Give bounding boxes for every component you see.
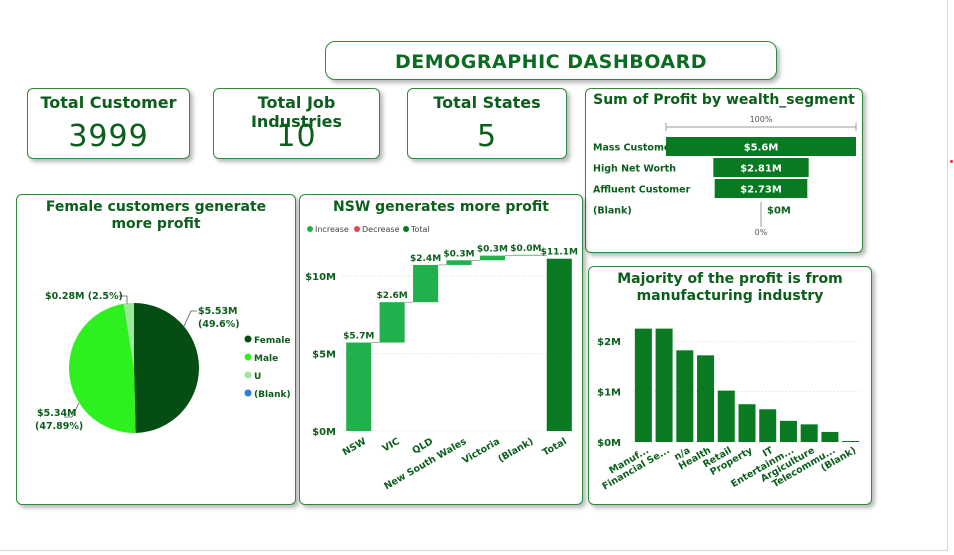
data-label: $2.6M — [377, 291, 408, 301]
y-tick-label: $2M — [597, 337, 621, 348]
legend-marker — [403, 226, 409, 232]
kpi-label: Total Customer — [40, 93, 177, 112]
category-label: Mass Customer — [593, 143, 675, 154]
waterfall-bar — [479, 255, 505, 261]
data-label: (47.89%) — [35, 421, 83, 432]
dashboard-title-card: DEMOGRAPHIC DASHBOARD — [325, 41, 777, 80]
chart-title: Majority of the profit is from manufactu… — [617, 271, 843, 304]
gender-chart-card[interactable]: Female customers generate more profit $5… — [16, 194, 296, 505]
legend-label: Decrease — [362, 225, 400, 234]
industry-chart-card[interactable]: Majority of the profit is from manufactu… — [588, 266, 872, 505]
waterfall-bar — [413, 264, 439, 303]
industry-bar — [634, 328, 652, 442]
x-tick-label: VIC — [381, 436, 402, 454]
x-tick-label: (Blank) — [496, 436, 535, 465]
kpi-card-total-states[interactable]: Total States 5 — [407, 88, 567, 159]
industry-bar — [717, 390, 735, 442]
legend-label: Total — [410, 225, 430, 234]
y-tick-label: $5M — [312, 349, 336, 360]
chart-title: Female customers generate more profit — [45, 199, 267, 232]
data-label: $0.28M (2.5%) — [45, 291, 123, 302]
page-title: DEMOGRAPHIC DASHBOARD — [395, 51, 707, 73]
industry-bar — [842, 440, 860, 442]
wealth-segment-chart: 100% Mass Customer $5.6M High Net Worth $2.8… — [593, 115, 857, 237]
legend-label: (Blank) — [254, 390, 291, 400]
kpi-label: Total States — [433, 93, 541, 112]
industry-bar — [821, 431, 839, 442]
data-label: $5.7M — [343, 332, 374, 342]
y-tick-label: $0M — [597, 438, 621, 449]
waterfall-bar — [546, 258, 572, 431]
waterfall-bar — [379, 302, 405, 343]
indicator-dot — [950, 160, 953, 163]
waterfall-bar — [346, 342, 372, 431]
category-label: High Net Worth — [593, 164, 676, 175]
data-label: $0M — [767, 206, 791, 217]
pie-slice — [134, 303, 199, 433]
legend-label: Female — [254, 336, 291, 346]
y-tick-label: $0M — [312, 427, 336, 438]
data-label: $5.6M — [744, 143, 779, 154]
legend-marker — [244, 335, 252, 343]
data-label: $0.3M — [477, 245, 508, 255]
x-tick-label: Victoria — [460, 436, 501, 466]
data-label: $5.34M — [37, 408, 77, 419]
percent-label-bottom: 0% — [755, 228, 768, 237]
legend-marker — [244, 371, 252, 379]
legend-marker — [354, 226, 360, 232]
category-label: Affluent Customer — [593, 185, 691, 196]
legend-label: Male — [254, 354, 278, 364]
funnel-bar — [713, 158, 809, 177]
kpi-card-total-job-industries[interactable]: Total Job Industries 10 — [213, 88, 380, 159]
y-tick-label: $10M — [305, 272, 336, 283]
leader-line — [64, 402, 80, 418]
data-label: $0.0M — [510, 244, 541, 254]
kpi-value: 5 — [476, 119, 498, 154]
legend-marker — [307, 226, 313, 232]
data-label: $2.81M — [740, 164, 782, 175]
x-tick-label: Total — [541, 436, 569, 459]
pie-slice — [123, 303, 134, 368]
leader-line — [183, 310, 197, 327]
x-tick-label: NSW — [341, 436, 369, 458]
legend-label: Increase — [315, 225, 349, 234]
legend-marker — [244, 353, 252, 361]
states-chart-card[interactable]: NSW generates more profit Increase Decrea… — [299, 194, 583, 505]
industry-bar — [779, 420, 797, 442]
kpi-card-total-customer[interactable]: Total Customer 3999 — [27, 88, 190, 159]
kpi-value: 10 — [276, 119, 317, 154]
gender-pie-chart: $5.53M (49.6%) $5.34M (47.89%) $0.28M (2.5%)… — [35, 291, 291, 433]
chart-title: Sum of Profit by wealth_segment — [593, 92, 855, 108]
chart-title: NSW generates more profit — [333, 199, 549, 215]
data-label: $2.4M — [410, 254, 441, 264]
data-label: (49.6%) — [198, 319, 240, 330]
funnel-bar — [714, 179, 808, 198]
industry-bar — [800, 424, 818, 442]
industry-bar — [697, 355, 715, 442]
kpi-value: 3999 — [68, 119, 149, 154]
funnel-bar — [666, 137, 856, 156]
industry-bar — [655, 328, 673, 442]
industry-bar — [676, 350, 694, 442]
kpi-label: Total Job Industries — [250, 93, 343, 131]
wealth-segment-chart-card[interactable]: Sum of Profit by wealth_segment 100% Mass… — [585, 88, 863, 253]
data-label: $0.3M — [443, 249, 474, 259]
industry-bar — [759, 409, 777, 442]
data-label: $11.1M — [541, 248, 578, 258]
data-label: $2.73M — [740, 185, 782, 196]
legend-label: U — [254, 372, 261, 382]
waterfall-bar — [446, 260, 472, 265]
leader-line — [119, 295, 128, 304]
y-tick-label: $1M — [597, 388, 621, 399]
category-label: (Blank) — [593, 206, 632, 217]
data-label: $5.53M — [198, 306, 238, 317]
legend-marker — [244, 389, 252, 397]
pie-slice — [69, 303, 136, 433]
industry-bar — [738, 404, 756, 442]
waterfall-bar — [513, 254, 539, 256]
percent-label-top: 100% — [750, 115, 773, 124]
states-waterfall-chart: Increase Decrease Total $0M $5M $10M $5.7M NSW $… — [305, 225, 578, 492]
